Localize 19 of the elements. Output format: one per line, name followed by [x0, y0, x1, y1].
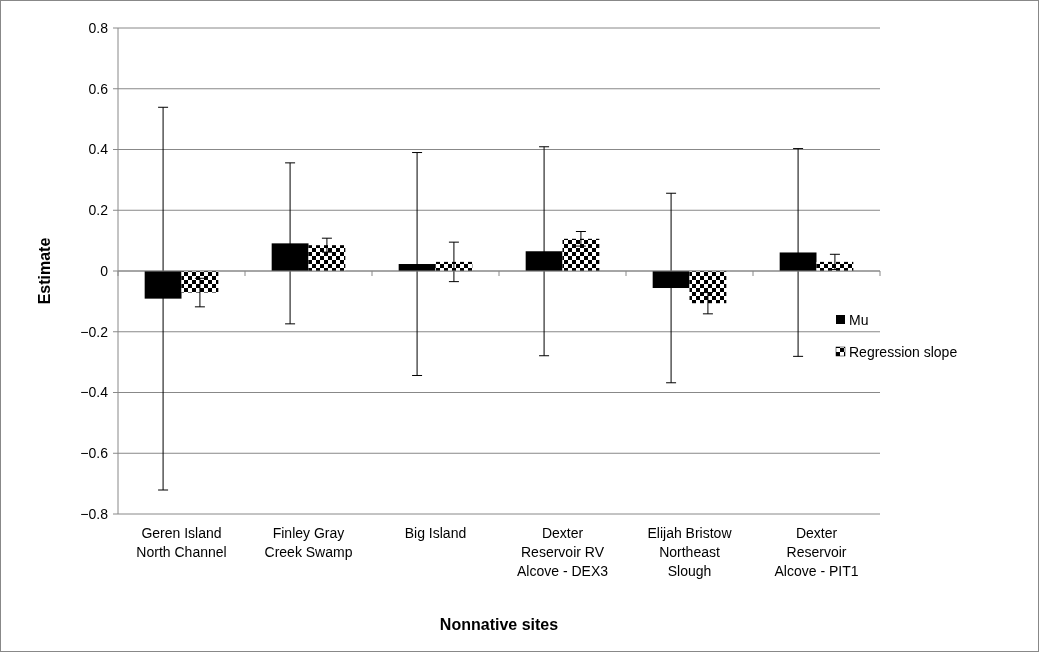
- y-tick-label: −0.2: [80, 323, 109, 340]
- legend-label: Regression slope: [849, 343, 958, 360]
- y-tick-label: 0: [100, 262, 109, 279]
- y-tick-label: 0.6: [88, 80, 109, 97]
- x-tick-label: Dexter Reservoir Alcove - PIT1: [774, 525, 859, 579]
- y-tick-label: −0.4: [80, 384, 109, 401]
- x-tick-label: Dexter Reservoir RV Alcove - DEX3: [516, 525, 609, 579]
- y-tick-label: 0.2: [88, 202, 109, 219]
- x-axis-title: Nonnative sites: [439, 616, 559, 633]
- legend-label: Mu: [849, 311, 869, 328]
- y-tick-label: 0.8: [88, 19, 109, 36]
- x-tick-label: Big Island: [404, 525, 467, 541]
- y-axis-title: Estimate: [36, 237, 53, 305]
- x-tick-label: Elijah Bristow Northeast Slough: [647, 525, 733, 579]
- x-tick-label: Finley Gray Creek Swamp: [264, 525, 353, 560]
- y-tick-label: 0.4: [88, 141, 109, 158]
- y-tick-label: −0.6: [80, 445, 109, 462]
- y-tick-label: −0.8: [80, 505, 109, 522]
- x-tick-label: Geren Island North Channel: [136, 525, 227, 560]
